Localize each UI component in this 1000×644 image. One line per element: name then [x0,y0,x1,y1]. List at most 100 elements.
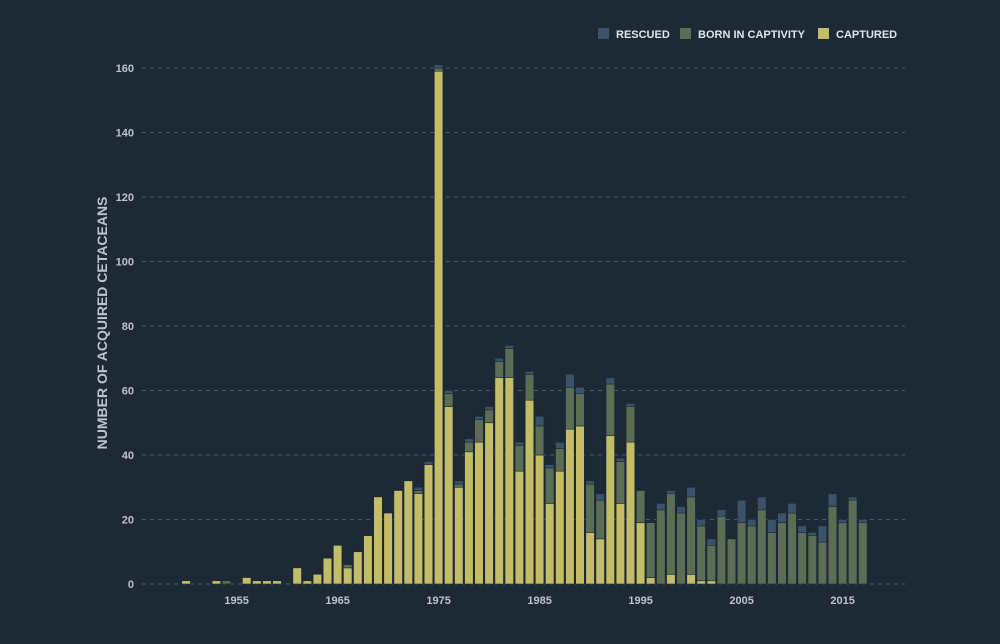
bar-segment [747,525,757,585]
bar-segment [262,580,272,585]
bar-segment [302,580,312,585]
bar-segment [181,580,191,585]
x-tick-label: 2005 [729,595,753,607]
bar-segment [575,393,585,427]
bar-segment [777,512,787,524]
bar-segment [433,64,444,69]
bar-segment [494,377,504,585]
bar-segment [433,67,444,72]
bar-segment [484,409,494,424]
bar-segment [635,522,646,585]
bar-segment [797,525,807,533]
bar-segment [848,496,858,501]
bar-segment [787,512,797,585]
bar-segment [726,538,737,585]
bar-segment [575,425,585,585]
legend-label: CAPTURED [836,29,897,41]
bar-segment [817,541,827,585]
y-tick-label: 40 [122,450,134,462]
y-tick-label: 160 [116,63,134,75]
bar-segment [332,544,343,585]
legend-item[interactable]: BORN IN CAPTIVITY [680,28,806,41]
legend-swatch [598,28,609,39]
bar-segment [827,506,838,585]
legend-item[interactable]: CAPTURED [818,28,897,41]
bar-segment [474,441,484,585]
bar-segment [514,445,524,472]
bar-segment [514,441,524,446]
bar-segment [716,509,726,517]
y-tick-label: 60 [122,386,134,398]
legend[interactable]: RESCUED BORN IN CAPTIVITY CAPTURED [598,28,897,41]
x-tick-label: 1965 [325,595,349,607]
bar-segment [545,464,555,469]
bar-segment [555,470,565,585]
bar-segment [363,535,373,585]
bar-segment [706,544,716,582]
bar-segment [686,486,696,498]
legend-item[interactable]: RESCUED [598,28,670,41]
x-tick-label: 1985 [527,595,551,607]
bar-segment [625,441,636,585]
bar-segment [615,461,625,504]
bar-segment [736,499,747,524]
bar-segment [464,441,474,453]
bar-segment [312,574,323,585]
bar-segment [534,425,545,456]
bar-segment [484,406,494,411]
bar-segment [666,493,676,575]
bar-segment [343,564,353,569]
bar-segment [767,519,777,533]
x-tick-label: 1955 [224,595,248,607]
bar-segment [676,506,686,514]
bar-segment [807,535,817,585]
y-tick-label: 0 [128,579,134,591]
bar-segment [504,377,514,585]
bar-segment [615,457,625,462]
bar-segment [615,503,625,585]
bar-segment [524,399,535,585]
bar-segment [242,577,252,585]
bar-segment [504,348,514,378]
bar-segment [666,490,676,495]
bar-segment [585,483,595,533]
bar-segment [514,470,524,585]
y-tick-label: 140 [116,128,134,140]
y-axis-ticks: 0 20 40 60 80 100 120 140 160 [116,63,134,591]
bar-segment [484,422,494,585]
bar-segment [625,406,636,443]
bar-segment [676,512,686,585]
legend-label: BORN IN CAPTIVITY [698,29,806,41]
bar-segment [605,383,615,436]
y-tick-label: 120 [116,192,134,204]
x-axis-ticks: 1955 1965 1975 1985 1995 2005 2015 [224,595,854,607]
bar-segment [585,480,595,485]
bar-segment [464,438,474,443]
bar-segment [534,415,545,427]
bar-segment [413,486,424,491]
bar-segment [444,390,454,395]
bar-segment [545,467,555,504]
bar-segment [797,532,807,585]
bar-segment [494,361,504,378]
bar-segment [423,464,434,585]
bar-segment [837,519,848,524]
bar-segment [605,435,615,585]
bar-segment [353,551,363,585]
y-tick-label: 20 [122,515,134,527]
bar-segment [524,374,535,401]
bar-segment [373,496,383,585]
bar-segment [595,499,605,540]
bar-segment [858,519,868,524]
bar-segment [343,567,353,585]
bar-segment [454,480,464,485]
bar-segment [646,522,656,578]
bar-segment [686,496,696,575]
bar-segment [464,451,474,585]
bar-segment [292,567,302,585]
bar-segment [555,448,565,472]
bar-segment [807,532,817,536]
bar-segment [555,441,565,449]
bar-segment [848,499,858,585]
